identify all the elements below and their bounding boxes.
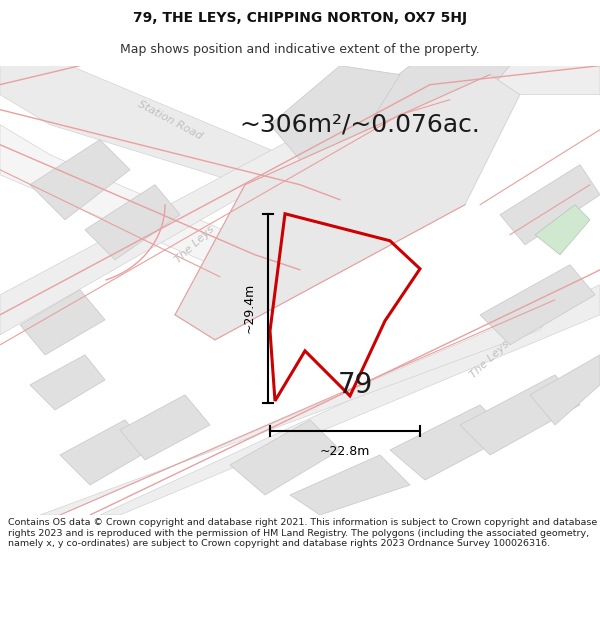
Text: Station Road: Station Road [136,99,204,141]
Polygon shape [530,355,600,425]
Polygon shape [480,265,595,345]
Polygon shape [40,300,560,515]
Polygon shape [0,124,280,285]
Polygon shape [100,285,600,515]
Polygon shape [0,66,330,205]
Polygon shape [460,375,580,455]
Polygon shape [30,355,105,410]
Text: The Leys: The Leys [469,339,512,381]
Text: ~29.4m: ~29.4m [243,283,256,334]
Text: ~22.8m: ~22.8m [320,445,370,458]
Polygon shape [270,66,400,160]
Polygon shape [20,290,105,355]
Text: Contains OS data © Crown copyright and database right 2021. This information is : Contains OS data © Crown copyright and d… [8,518,597,548]
Polygon shape [320,66,510,185]
Text: 79: 79 [337,371,373,399]
Text: The Leys: The Leys [173,224,217,266]
Polygon shape [230,420,340,495]
Text: Map shows position and indicative extent of the property.: Map shows position and indicative extent… [120,42,480,56]
Polygon shape [175,74,520,340]
Text: ~306m²/~0.076ac.: ~306m²/~0.076ac. [239,112,481,137]
Polygon shape [390,405,510,480]
Polygon shape [30,139,130,220]
Polygon shape [0,66,600,335]
Polygon shape [290,455,410,515]
Text: 79, THE LEYS, CHIPPING NORTON, OX7 5HJ: 79, THE LEYS, CHIPPING NORTON, OX7 5HJ [133,11,467,26]
Polygon shape [500,165,600,245]
Polygon shape [85,185,180,260]
Polygon shape [120,395,210,460]
Polygon shape [60,420,150,485]
Polygon shape [535,205,590,255]
